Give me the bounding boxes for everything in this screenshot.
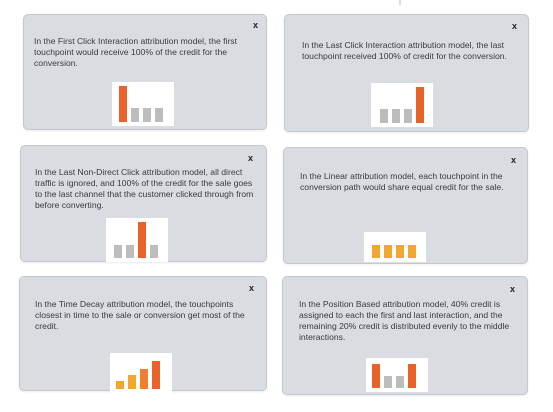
chart-bar (119, 86, 127, 122)
chart-bar (114, 245, 122, 258)
chart-bar (155, 108, 163, 122)
attribution-chart (366, 358, 428, 392)
attribution-chart (364, 232, 426, 262)
chart-bar (128, 375, 136, 389)
close-button[interactable]: x (249, 283, 255, 293)
chart-bar (372, 245, 380, 258)
close-button[interactable]: x (511, 155, 517, 165)
close-button[interactable]: x (253, 20, 259, 30)
close-button[interactable]: x (248, 153, 254, 163)
chart-bar (131, 108, 139, 122)
card-description: In the First Click Interaction attributi… (34, 36, 237, 68)
chart-bar (372, 364, 380, 388)
chart-bar (152, 361, 160, 389)
close-button[interactable]: x (512, 21, 518, 31)
chart-bar (126, 245, 134, 258)
chart-bar (380, 109, 388, 123)
card-last-click: x In the Last Click Interaction attribut… (284, 14, 529, 132)
chart-bar (396, 245, 404, 258)
chart-bar (392, 109, 400, 123)
attribution-chart (106, 218, 168, 262)
card-description: In the Linear attribution model, each to… (300, 171, 504, 192)
card-linear: x In the Linear attribution model, each … (283, 147, 528, 264)
attribution-chart (112, 82, 174, 126)
chart-bar (396, 376, 404, 388)
chart-bar (384, 376, 392, 388)
chart-bar (416, 87, 424, 123)
chart-bar (384, 245, 392, 258)
chart-bar (408, 364, 416, 388)
chart-bar (408, 245, 416, 258)
chart-bar (140, 369, 148, 389)
attribution-chart (371, 83, 433, 127)
chart-bar (138, 222, 146, 258)
chart-bar (143, 108, 151, 122)
attribution-chart (110, 353, 172, 393)
scroll-indicator (399, 0, 401, 5)
card-description: In the Position Based attribution model,… (299, 299, 510, 342)
chart-bar (404, 109, 412, 123)
card-last-non-direct-click: x In the Last Non-Direct Click attributi… (20, 145, 267, 262)
card-time-decay: x In the Time Decay attribution model, t… (19, 276, 267, 393)
card-first-click: x In the First Click Interaction attribu… (23, 14, 267, 130)
card-position-based: x In the Position Based attribution mode… (282, 276, 528, 395)
card-description: In the Time Decay attribution model, the… (35, 299, 245, 331)
card-description: In the Last Non-Direct Click attribution… (35, 167, 254, 210)
chart-bar (150, 245, 158, 258)
close-button[interactable]: x (510, 284, 516, 294)
card-description: In the Last Click Interaction attributio… (302, 40, 507, 61)
chart-bar (116, 381, 124, 389)
